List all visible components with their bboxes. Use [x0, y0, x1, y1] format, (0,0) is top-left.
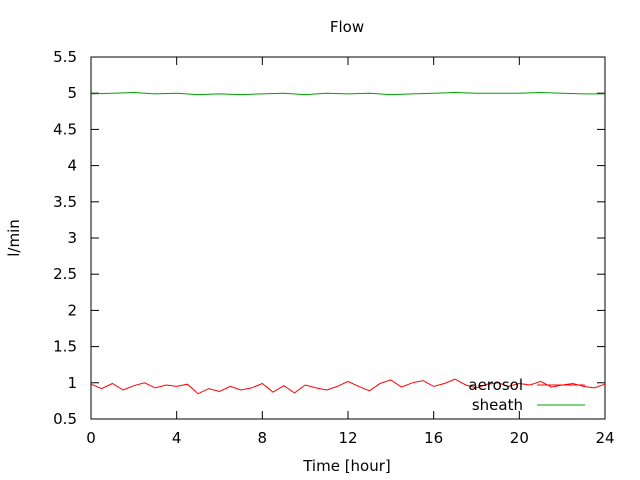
x-tick-label: 12 [338, 429, 357, 447]
chart-title: Flow [330, 18, 364, 36]
y-tick-label: 2 [67, 301, 77, 319]
y-tick-label: 4.5 [53, 120, 77, 138]
x-tick-label: 0 [86, 429, 96, 447]
legend-label-aerosol: aerosol [468, 376, 523, 394]
y-tick-label: 1.5 [53, 338, 77, 356]
y-tick-label: 3 [67, 229, 77, 247]
x-tick-label: 20 [510, 429, 529, 447]
y-tick-label: 2.5 [53, 265, 77, 283]
y-tick-label: 3.5 [53, 193, 77, 211]
x-axis-label: Time [hour] [302, 457, 391, 475]
data-series [90, 91, 606, 395]
axis-ticks: 0 4 8 12 16 20 24 0.5 1 1.5 2 2.5 3 3.5 4 4.5 5 5.5 [53, 48, 614, 447]
x-tick-label: 8 [258, 429, 268, 447]
y-tick-label: 5 [67, 84, 77, 102]
y-tick-label: 0.5 [53, 410, 77, 428]
series-line-sheath [90, 91, 605, 96]
y-axis-label: l/min [5, 219, 23, 257]
plot-area-frame [90, 56, 606, 420]
series-line-aerosol [90, 378, 606, 395]
x-tick-label: 24 [595, 429, 614, 447]
legend: aerosol sheath [468, 376, 585, 414]
x-tick-label: 16 [424, 429, 443, 447]
y-tick-label: 1 [67, 374, 77, 392]
y-tick-label: 4 [67, 157, 77, 175]
y-tick-label: 5.5 [53, 48, 77, 66]
x-tick-label: 4 [172, 429, 182, 447]
legend-label-sheath: sheath [472, 396, 523, 414]
